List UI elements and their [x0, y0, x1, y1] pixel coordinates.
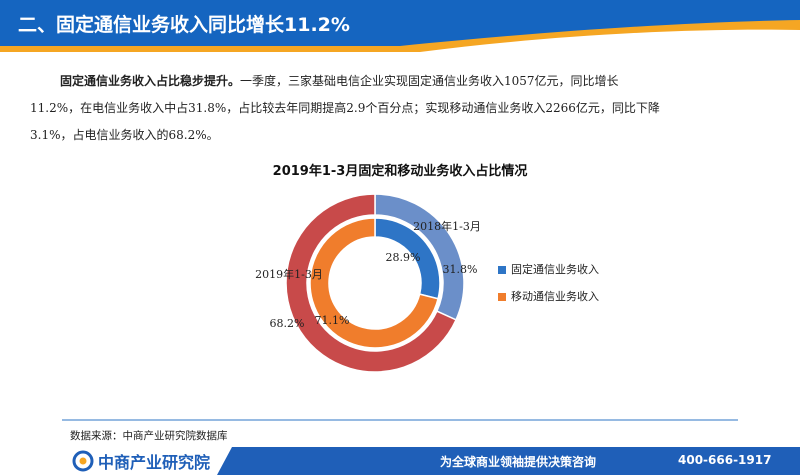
paragraph-line-3: 3.1%，占电信业务收入的68.2%。: [30, 128, 219, 142]
company-logo-icon: [72, 450, 94, 472]
page-title: 二、固定通信业务收入同比增长11.2%: [18, 14, 350, 36]
legend-item-fixed: 固定通信业务收入: [498, 261, 599, 277]
legend-label-fixed: 固定通信业务收入: [511, 263, 599, 276]
paragraph-line-1: 固定通信业务收入占比稳步提升。一季度，三家基础电信企业实现固定通信业务收入105…: [60, 72, 619, 89]
header-bar: [0, 0, 800, 52]
data-source: 数据来源：中商产业研究院数据库: [70, 430, 228, 442]
legend-swatch-mobile: [498, 293, 506, 301]
inner-ring-slice-mobile: [309, 217, 439, 349]
outer-ring-label-mobile: 68.2%: [270, 317, 305, 330]
chart-title: 2019年1-3月固定和移动业务收入占比情况: [272, 164, 528, 179]
outer-ring-label-fixed: 31.8%: [443, 263, 478, 276]
footer-logo-text: 中商产业研究院: [98, 453, 211, 472]
footer-bar: [0, 447, 800, 475]
inner-ring-label-fixed: 28.9%: [386, 251, 421, 264]
inner-ring-label-mobile: 71.1%: [315, 314, 350, 327]
footer-phone: 400-666-1917: [678, 453, 772, 467]
series-label-2018: 2018年1-3月: [413, 219, 481, 233]
paragraph-line-1-text: 一季度，三家基础电信企业实现固定通信业务收入1057亿元，同比增长: [240, 74, 619, 88]
legend-swatch-fixed: [498, 266, 506, 274]
legend-item-mobile: 移动通信业务收入: [498, 288, 599, 304]
footer-slogan: 为全球商业领袖提供决策咨询: [440, 455, 597, 469]
paragraph-line-2: 11.2%，在电信业务收入中占31.8%，占比较去年同期提高2.9个百分点；实现…: [30, 101, 660, 115]
legend-label-mobile: 移动通信业务收入: [511, 290, 599, 303]
series-label-2019: 2019年1-3月: [255, 267, 323, 281]
paragraph-lead: 固定通信业务收入占比稳步提升。: [60, 74, 241, 88]
outer-ring-slice-mobile: [285, 193, 457, 373]
